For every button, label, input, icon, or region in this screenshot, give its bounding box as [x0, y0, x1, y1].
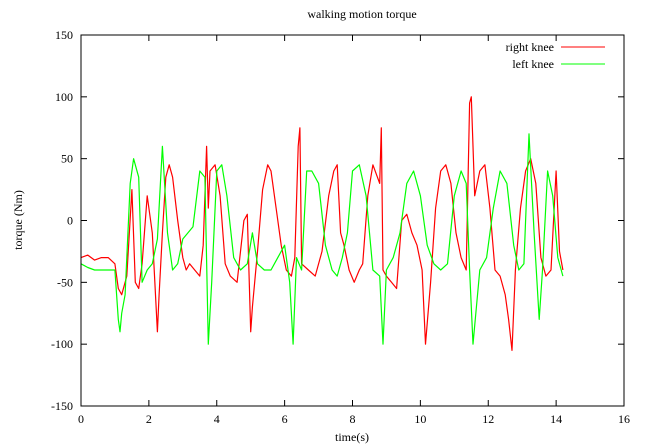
y-tick-label: 100	[55, 90, 73, 104]
series-lines	[80, 96, 564, 351]
y-tick-label: 0	[67, 214, 73, 228]
y-tick-label: 150	[55, 28, 73, 42]
x-tick-label: 8	[350, 412, 356, 426]
x-axis-label: time(s)	[335, 430, 369, 444]
x-tick-label: 0	[78, 412, 84, 426]
x-tick-label: 10	[414, 412, 426, 426]
x-tick-label: 12	[482, 412, 494, 426]
x-tick-label: 16	[618, 412, 630, 426]
plot-frame	[80, 34, 625, 407]
x-tick-label: 14	[550, 412, 562, 426]
chart-title: walking motion torque	[307, 7, 416, 21]
legend-label-right-knee: right knee	[506, 40, 554, 54]
y-tick-label: -50	[57, 275, 73, 289]
x-tick-label: 2	[146, 412, 152, 426]
y-tick-label: 50	[61, 152, 73, 166]
series-line-left-knee	[80, 133, 564, 345]
x-tick-label: 6	[282, 412, 288, 426]
y-axis-label: torque (Nm)	[11, 190, 25, 250]
y-tick-label: -100	[51, 337, 73, 351]
legend-label-left-knee: left knee	[512, 57, 554, 71]
legend: right knee left knee	[506, 40, 605, 71]
x-tick-label: 4	[214, 412, 220, 426]
y-tick-label: -150	[51, 399, 73, 413]
